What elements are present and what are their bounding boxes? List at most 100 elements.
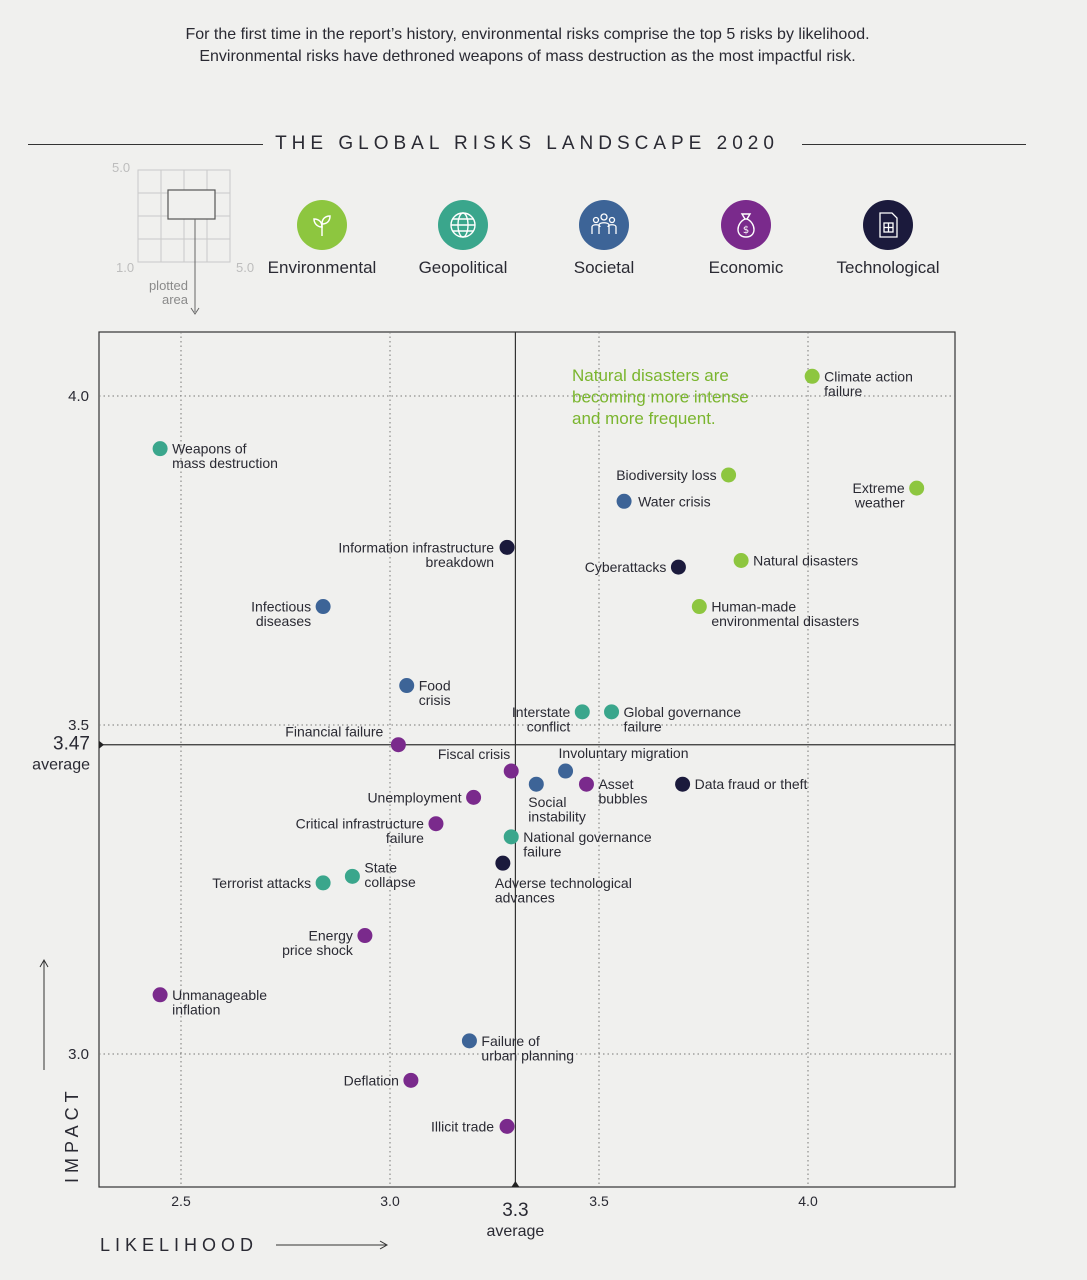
point-label-interstate-conflict: conflict [527, 718, 571, 734]
point-label-national-governance-failure: National governance [523, 829, 652, 845]
point-label-human-made-environmental-disasters: Human-made [711, 599, 796, 615]
x-axis-title: LIKELIHOOD [100, 1235, 259, 1255]
point-label-deflation: Deflation [344, 1072, 399, 1088]
point-label-data-fraud-or-theft: Data fraud or theft [695, 776, 808, 792]
y-average-value: 3.47 [53, 734, 90, 755]
point-fiscal-crisis [503, 763, 519, 779]
point-critical-infrastructure-failure [428, 816, 444, 832]
guide-top-label: 5.0 [112, 160, 131, 175]
legend-label-geopolitical: Geopolitical [418, 258, 508, 277]
x-average-marker [511, 1181, 520, 1187]
point-label-unmanageable-inflation: inflation [172, 1001, 220, 1017]
point-national-governance-failure [503, 829, 519, 845]
point-information-infrastructure-breakdown [499, 539, 515, 555]
point-deflation [403, 1072, 419, 1088]
point-label-critical-infrastructure-failure: failure [386, 830, 424, 846]
legend-label-societal: Societal [573, 258, 635, 277]
point-label-terrorist-attacks: Terrorist attacks [212, 875, 311, 891]
money-bag-icon: $ [721, 200, 771, 250]
y-tick-label: 4.0 [68, 388, 89, 405]
guide-caption: plotted area [148, 278, 188, 307]
point-label-unemployment: Unemployment [367, 789, 461, 805]
point-adverse-technological-advances [495, 855, 511, 871]
globe-icon [438, 200, 488, 250]
point-label-biodiversity-loss: Biodiversity loss [616, 467, 716, 483]
point-label-water-crisis: Water crisis [638, 493, 711, 509]
y-average-label: average [32, 757, 90, 774]
x-axis-arrow-icon [276, 1240, 389, 1250]
x-average-value: 3.3 [502, 1200, 528, 1221]
point-label-failure-of-urban-planning: Failure of [481, 1033, 539, 1049]
guide-grid-icon [137, 169, 231, 315]
point-label-fiscal-crisis: Fiscal crisis [438, 746, 510, 762]
annotation-text: becoming more intense [572, 388, 749, 407]
point-label-state-collapse: State [364, 859, 397, 875]
point-data-fraud-or-theft [675, 776, 691, 792]
x-tick-label: 3.0 [380, 1193, 400, 1209]
point-food-crisis [399, 678, 415, 694]
point-label-infectious-diseases: Infectious [251, 599, 311, 615]
point-unmanageable-inflation [152, 987, 168, 1003]
point-state-collapse [344, 868, 360, 884]
point-label-weapons-of-mass-destruction: mass destruction [172, 455, 278, 471]
legend-economic: $ Economic [676, 200, 816, 278]
point-financial-failure [390, 737, 406, 753]
point-label-involuntary-migration: Involuntary migration [559, 745, 689, 761]
point-label-financial-failure: Financial failure [285, 724, 383, 740]
point-label-food-crisis: crisis [419, 692, 451, 708]
point-label-interstate-conflict: Interstate [512, 704, 571, 720]
point-label-energy-price-shock: Energy [309, 928, 353, 944]
chip-icon [863, 200, 913, 250]
plotted-area-guide: 5.0 1.0 5.0 plotted area [110, 160, 260, 320]
point-global-governance-failure [604, 704, 620, 720]
intro-text: For the first time in the report’s histo… [0, 24, 1055, 68]
point-label-climate-action-failure: failure [824, 383, 862, 399]
point-label-national-governance-failure: failure [523, 843, 561, 859]
point-label-human-made-environmental-disasters: environmental disasters [711, 613, 859, 629]
point-label-natural-disasters: Natural disasters [753, 553, 858, 569]
point-natural-disasters [733, 553, 749, 568]
point-weapons-of-mass-destruction [152, 441, 168, 457]
point-asset-bubbles [578, 776, 594, 792]
title-rule-left [28, 144, 263, 145]
legend-environmental: Environmental [252, 200, 392, 278]
point-label-illicit-trade: Illicit trade [431, 1118, 494, 1134]
annotation-text: Natural disasters are [572, 366, 729, 385]
point-label-social-instability: instability [528, 809, 586, 825]
legend-label-technological: Technological [836, 258, 940, 277]
leaf-icon [297, 200, 347, 250]
point-label-state-collapse: collapse [364, 874, 416, 890]
point-biodiversity-loss [721, 467, 737, 483]
point-label-weapons-of-mass-destruction: Weapons of [172, 441, 247, 457]
point-label-information-infrastructure-breakdown: Information infrastructure [338, 539, 494, 555]
intro-line-2: Environmental risks have dethroned weapo… [199, 48, 856, 65]
x-tick-label: 2.5 [171, 1193, 191, 1209]
point-terrorist-attacks [315, 875, 331, 891]
point-label-asset-bubbles: Asset [598, 776, 633, 792]
point-label-extreme-weather: Extreme [853, 480, 905, 496]
x-tick-label: 3.5 [589, 1193, 609, 1209]
point-label-global-governance-failure: Global governance [624, 704, 742, 720]
point-failure-of-urban-planning [461, 1033, 477, 1049]
point-interstate-conflict [574, 704, 590, 720]
point-label-adverse-technological-advances: advances [495, 890, 555, 906]
point-label-global-governance-failure: failure [624, 718, 662, 734]
point-unemployment [466, 789, 482, 805]
legend-label-environmental: Environmental [267, 258, 377, 277]
point-social-instability [528, 776, 544, 792]
point-label-asset-bubbles: bubbles [598, 791, 647, 807]
point-label-cyberattacks: Cyberattacks [585, 559, 667, 575]
point-label-critical-infrastructure-failure: Critical infrastructure [296, 816, 425, 832]
point-label-information-infrastructure-breakdown: breakdown [426, 554, 495, 570]
point-extreme-weather [909, 480, 925, 496]
point-illicit-trade [499, 1118, 515, 1134]
people-icon [579, 200, 629, 250]
point-energy-price-shock [357, 928, 373, 944]
point-involuntary-migration [558, 763, 574, 779]
point-label-climate-action-failure: Climate action [824, 368, 913, 384]
x-tick-label: 4.0 [798, 1193, 818, 1209]
y-axis-arrow-icon [39, 958, 49, 1070]
point-label-adverse-technological-advances: Adverse technological [495, 875, 632, 891]
legend-geopolitical: Geopolitical [393, 200, 533, 278]
point-label-infectious-diseases: diseases [256, 613, 311, 629]
